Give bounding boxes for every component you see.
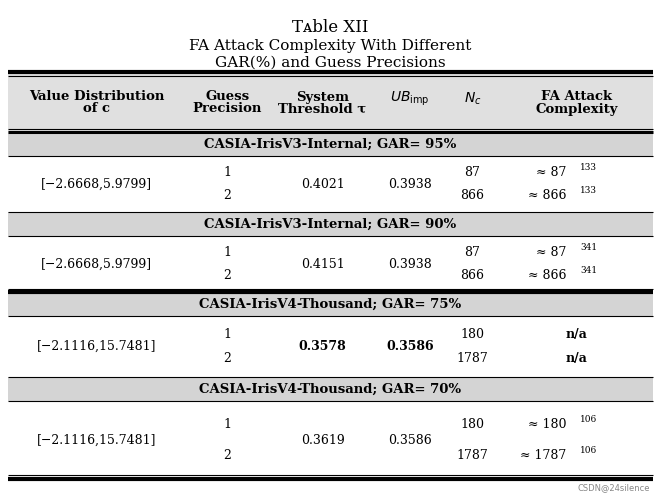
Text: 1: 1 — [223, 166, 231, 179]
Text: FA Attack Complexity With Different: FA Attack Complexity With Different — [189, 39, 471, 53]
Bar — [8, 132, 653, 156]
Text: Threshold τ: Threshold τ — [278, 102, 367, 115]
Text: ≈ 866: ≈ 866 — [528, 189, 566, 202]
Text: 133: 133 — [580, 186, 597, 195]
Bar — [8, 212, 653, 236]
Text: 1: 1 — [223, 328, 231, 341]
Text: 133: 133 — [580, 164, 597, 172]
Text: [−2.6668,5.9799]: [−2.6668,5.9799] — [41, 257, 152, 270]
Text: 0.4021: 0.4021 — [301, 177, 344, 190]
Text: 180: 180 — [461, 328, 485, 341]
Text: 0.3578: 0.3578 — [299, 340, 346, 353]
Text: n/a: n/a — [566, 328, 588, 341]
Text: CASIA-IrisV4-Thousand; GAR= 75%: CASIA-IrisV4-Thousand; GAR= 75% — [199, 298, 461, 311]
Text: 2: 2 — [223, 189, 231, 202]
Text: of c: of c — [83, 102, 110, 115]
Text: Value Distribution: Value Distribution — [29, 90, 164, 103]
Text: 0.4151: 0.4151 — [301, 257, 344, 270]
Text: n/a: n/a — [566, 352, 588, 365]
Text: [−2.1116,15.7481]: [−2.1116,15.7481] — [37, 433, 156, 446]
Text: CASIA-IrisV3-Internal; GAR= 90%: CASIA-IrisV3-Internal; GAR= 90% — [204, 218, 456, 231]
Text: 0.3938: 0.3938 — [388, 177, 432, 190]
Text: 341: 341 — [580, 244, 597, 252]
Text: 87: 87 — [465, 247, 481, 259]
Text: 1787: 1787 — [457, 352, 488, 365]
Text: $\mathit{N}_{c}$: $\mathit{N}_{c}$ — [464, 91, 481, 107]
Text: CASIA-IrisV3-Internal; GAR= 95%: CASIA-IrisV3-Internal; GAR= 95% — [204, 138, 456, 151]
Text: ≈ 866: ≈ 866 — [528, 269, 566, 282]
Text: 0.3938: 0.3938 — [388, 257, 432, 270]
Text: Precision: Precision — [193, 102, 262, 115]
Text: 866: 866 — [461, 269, 485, 282]
Text: 1: 1 — [223, 418, 231, 431]
Text: 866: 866 — [461, 189, 485, 202]
Text: 1: 1 — [223, 247, 231, 259]
Text: ≈ 87: ≈ 87 — [536, 247, 566, 259]
Text: ≈ 1787: ≈ 1787 — [520, 449, 566, 462]
Text: $\mathit{UB}_{\mathrm{imp}}$: $\mathit{UB}_{\mathrm{imp}}$ — [390, 90, 430, 108]
Text: 0.3586: 0.3586 — [388, 433, 432, 446]
Text: Tᴀble XII: Tᴀble XII — [292, 19, 368, 36]
Text: 2: 2 — [223, 449, 231, 462]
Text: 0.3586: 0.3586 — [386, 340, 434, 353]
Text: 87: 87 — [465, 166, 481, 179]
Text: [−2.6668,5.9799]: [−2.6668,5.9799] — [41, 177, 152, 190]
Text: 180: 180 — [461, 418, 485, 431]
Text: Complexity: Complexity — [535, 102, 618, 115]
Text: GAR(%) and Guess Precisions: GAR(%) and Guess Precisions — [215, 56, 446, 70]
Text: [−2.1116,15.7481]: [−2.1116,15.7481] — [37, 340, 156, 353]
Text: 106: 106 — [580, 446, 597, 455]
Text: 106: 106 — [580, 415, 597, 424]
Text: FA Attack: FA Attack — [541, 90, 612, 103]
Text: 341: 341 — [580, 266, 597, 275]
Text: CASIA-IrisV4-Thousand; GAR= 70%: CASIA-IrisV4-Thousand; GAR= 70% — [199, 383, 461, 396]
Text: CSDN@24silence: CSDN@24silence — [578, 483, 650, 492]
Text: ≈ 87: ≈ 87 — [536, 166, 566, 179]
Text: ≈ 180: ≈ 180 — [528, 418, 566, 431]
Bar — [8, 292, 653, 316]
Text: 1787: 1787 — [457, 449, 488, 462]
Text: Guess: Guess — [206, 90, 250, 103]
Text: 2: 2 — [223, 269, 231, 282]
Bar — [8, 72, 653, 132]
Bar — [8, 377, 653, 401]
Text: 2: 2 — [223, 352, 231, 365]
Text: 0.3619: 0.3619 — [301, 433, 344, 446]
Text: System: System — [296, 90, 349, 103]
